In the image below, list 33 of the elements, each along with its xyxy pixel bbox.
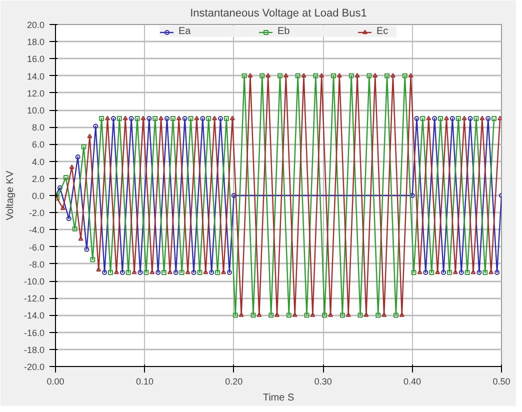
y-tick-label: 16.0 [26, 54, 45, 64]
y-tick-label: -18.0 [24, 344, 44, 355]
x-tick-label: 0.30 [314, 376, 332, 386]
y-tick-label: 10.0 [26, 106, 45, 116]
y-tick-label: -6.0 [28, 242, 45, 252]
x-tick-label: 0.20 [225, 376, 243, 386]
y-tick-label: -14.0 [24, 310, 44, 321]
y-tick-label: 0.0 [32, 191, 45, 201]
legend-label: Ea [178, 26, 192, 37]
y-tick-label: 2.0 [32, 174, 45, 184]
y-tick-label: -16.0 [24, 328, 44, 338]
x-axis-title: Time S [262, 392, 294, 404]
legend-label: Ec [376, 26, 390, 37]
x-tick-label: 0.40 [404, 376, 422, 386]
x-tick-label: 0.50 [492, 376, 510, 386]
chart-title: Instantaneous Voltage at Load Bus1 [190, 8, 367, 20]
y-tick-label: 12.0 [26, 88, 45, 98]
x-tick-label: 0.00 [46, 376, 64, 386]
y-tick-label: 4.0 [32, 156, 45, 167]
y-tick-label: -12.0 [24, 294, 44, 304]
y-tick-label: -4.0 [28, 225, 45, 236]
legend-label: Eb [278, 26, 291, 37]
y-tick-label: 8.0 [32, 122, 45, 133]
y-tick-label: -8.0 [28, 259, 45, 270]
y-tick-label: 18.0 [26, 37, 45, 48]
y-tick-label: -10.0 [24, 276, 44, 286]
y-tick-label: -2.0 [28, 208, 45, 218]
x-tick-label: 0.10 [136, 376, 154, 386]
y-axis-title: Voltage KV [4, 170, 16, 220]
y-tick-label: 20.0 [26, 20, 45, 30]
y-tick-label: -20.0 [24, 362, 44, 372]
y-tick-label: 6.0 [32, 140, 45, 150]
y-tick-label: 14.0 [26, 71, 45, 82]
